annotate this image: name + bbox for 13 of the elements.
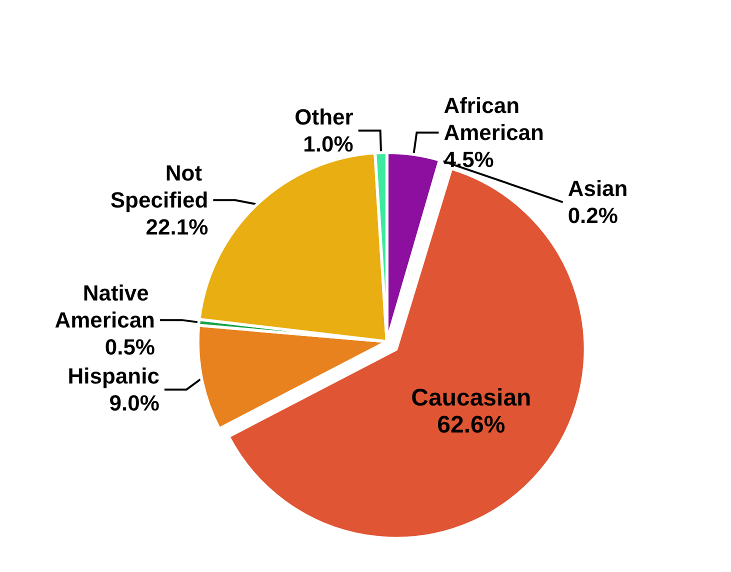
slice-label: Caucasian (411, 384, 532, 412)
data-label: 0.5% (104, 334, 156, 360)
data-label: 0.2% (568, 203, 618, 228)
data-label: 22.1% (146, 214, 208, 240)
slice-label: Asian (568, 176, 628, 202)
slice-label: Not Specified (110, 160, 208, 213)
slice-label: Other (294, 104, 354, 130)
slice-label: Hispanic (68, 364, 160, 389)
data-label: 62.6% (437, 412, 506, 439)
slice-label: African American (444, 93, 544, 146)
slice-label: Native American (54, 280, 156, 333)
data-label: 1.0% (303, 132, 354, 157)
data-label: 9.0% (109, 390, 160, 416)
